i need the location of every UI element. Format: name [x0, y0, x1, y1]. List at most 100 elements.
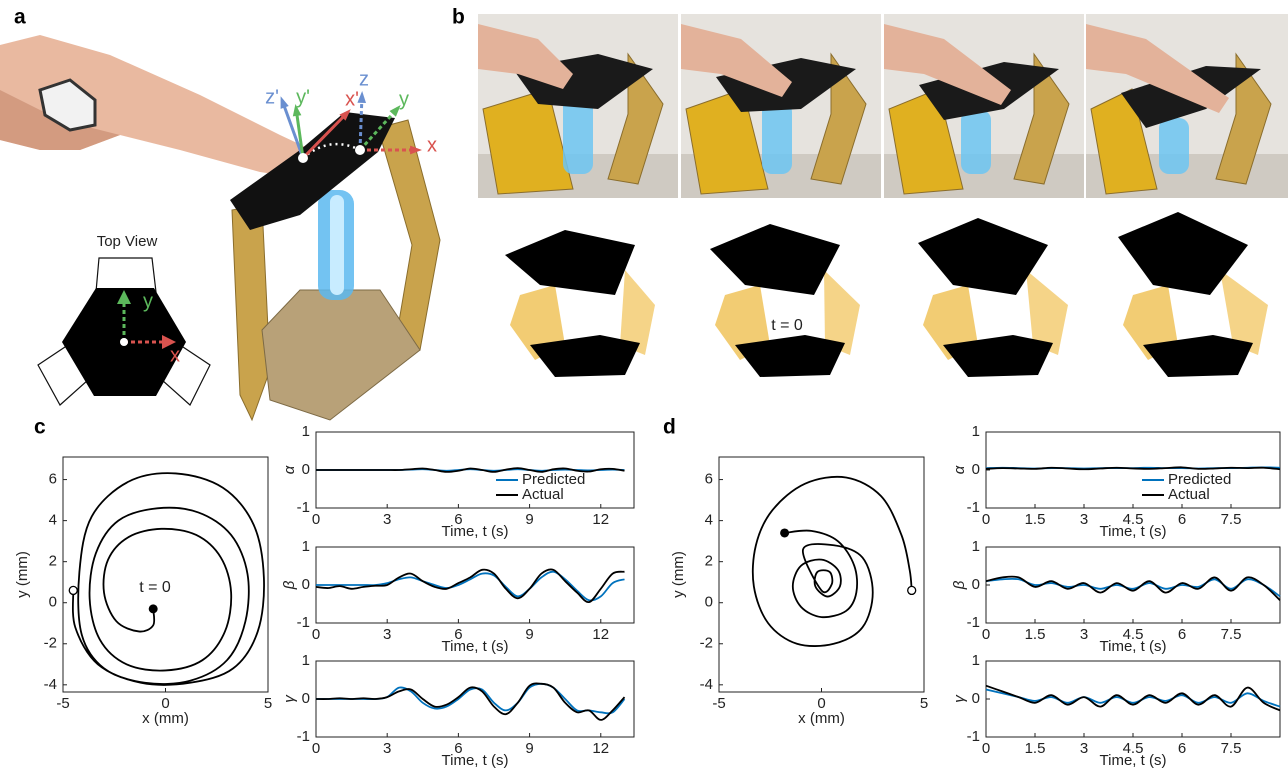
- y-tick-label: 0: [972, 690, 980, 707]
- y-tick-label: -1: [967, 614, 980, 631]
- y-tick-label: 1: [302, 538, 310, 555]
- y-tick-label: 6: [49, 471, 57, 488]
- y-tick-label: -4: [44, 676, 57, 693]
- y-tick-label: 2: [705, 553, 713, 570]
- y-tick-label: 0: [302, 461, 310, 478]
- x-tick-label: 5: [264, 695, 272, 712]
- tv-y-label: y: [143, 290, 153, 312]
- x-tick-label: -5: [56, 695, 69, 712]
- x-tick-label: -5: [712, 695, 725, 712]
- trajectory: [753, 477, 912, 646]
- render-plate: [710, 224, 840, 295]
- x-axis-label: Time, t (s): [442, 523, 509, 540]
- x-tick-label: 3: [383, 740, 391, 757]
- frame-base: [262, 290, 420, 420]
- tv-x-label: x: [170, 344, 180, 366]
- axis-label: y: [399, 88, 409, 110]
- x-tick-label: 3: [383, 511, 391, 528]
- x-tick-label: 0: [312, 626, 320, 643]
- y-tick-label: 0: [49, 594, 57, 611]
- x-tick-label: 1.5: [1025, 740, 1046, 757]
- x-tick-label: 3: [383, 626, 391, 643]
- x-tick-label: 9: [525, 626, 533, 643]
- panel-label: a: [14, 6, 26, 29]
- panel-label: d: [663, 416, 676, 439]
- y-axis-label: γ: [281, 694, 298, 703]
- y-tick-label: -2: [44, 635, 57, 652]
- axis-label: x': [345, 88, 359, 110]
- x-tick-label: 5: [920, 695, 928, 712]
- y-tick-label: 1: [972, 538, 980, 555]
- y-tick-label: -4: [700, 676, 713, 693]
- light-core: [330, 195, 344, 295]
- y-tick-label: -2: [700, 635, 713, 652]
- x-axis-label: Time, t (s): [442, 638, 509, 655]
- series-line: [316, 572, 625, 601]
- x-tick-label: 1.5: [1025, 511, 1046, 528]
- y-tick-label: 1: [972, 652, 980, 669]
- y-tick-label: -1: [967, 728, 980, 745]
- plot-frame: [63, 457, 268, 692]
- y-tick-label: 4: [49, 512, 57, 529]
- y-tick-label: -1: [297, 499, 310, 516]
- x-tick-label: 12: [592, 511, 609, 528]
- y-tick-label: 2: [49, 553, 57, 570]
- y-axis-label: y (mm): [670, 551, 687, 598]
- plot-frame: [719, 457, 924, 692]
- legend-label: Actual: [1168, 486, 1210, 503]
- panel-label: c: [34, 416, 46, 439]
- y-tick-label: 0: [972, 576, 980, 593]
- end-point: [908, 586, 916, 594]
- x-tick-label: 0: [982, 511, 990, 528]
- origin: [355, 145, 365, 155]
- x-axis-label: x (mm): [798, 710, 845, 727]
- y-axis-label: α: [281, 465, 298, 474]
- x-axis-label: Time, t (s): [1100, 638, 1167, 655]
- x-tick-label: 12: [592, 626, 609, 643]
- photo-light: [762, 102, 792, 174]
- y-axis-label: β: [281, 580, 298, 590]
- origin: [298, 153, 308, 163]
- y-tick-label: 0: [302, 576, 310, 593]
- tab: [96, 258, 156, 292]
- x-tick-label: 1.5: [1025, 626, 1046, 643]
- render-plate: [505, 230, 635, 295]
- legend-label: Actual: [522, 486, 564, 503]
- x-tick-label: 0: [982, 740, 990, 757]
- y-tick-label: 0: [705, 594, 713, 611]
- panel-label: b: [452, 6, 465, 29]
- x-tick-label: 12: [592, 740, 609, 757]
- x-tick-label: 7.5: [1221, 626, 1242, 643]
- x-tick-label: 6: [1178, 626, 1186, 643]
- start-point: [780, 528, 789, 537]
- y-tick-label: 1: [302, 423, 310, 440]
- x-tick-label: 3: [1080, 626, 1088, 643]
- x-tick-label: 6: [1178, 740, 1186, 757]
- x-axis-label: Time, t (s): [1100, 523, 1167, 540]
- axis-label: x: [427, 134, 437, 156]
- y-tick-label: -1: [967, 499, 980, 516]
- y-tick-label: 1: [972, 423, 980, 440]
- y-tick-label: 1: [302, 652, 310, 669]
- y-tick-label: 0: [302, 690, 310, 707]
- frame-left: [232, 205, 270, 420]
- y-axis-label: α: [951, 465, 968, 474]
- y-tick-label: -1: [297, 728, 310, 745]
- x-tick-label: 0: [312, 511, 320, 528]
- series-line: [986, 686, 1280, 711]
- axis-label: z': [265, 86, 279, 108]
- tv-origin: [120, 338, 128, 346]
- photo-light: [1159, 118, 1189, 174]
- plot-frame: [986, 661, 1280, 737]
- photo-light: [961, 110, 991, 174]
- annotation: t = 0: [139, 579, 171, 596]
- x-axis-label: Time, t (s): [442, 752, 509, 769]
- y-axis-label: y (mm): [14, 551, 31, 598]
- x-tick-label: 3: [1080, 511, 1088, 528]
- axis-label: z: [359, 68, 369, 90]
- x-axis-label: x (mm): [142, 710, 189, 727]
- x-tick-label: 3: [1080, 740, 1088, 757]
- start-point: [149, 604, 158, 613]
- x-axis-label: Time, t (s): [1100, 752, 1167, 769]
- x-tick-label: 9: [525, 511, 533, 528]
